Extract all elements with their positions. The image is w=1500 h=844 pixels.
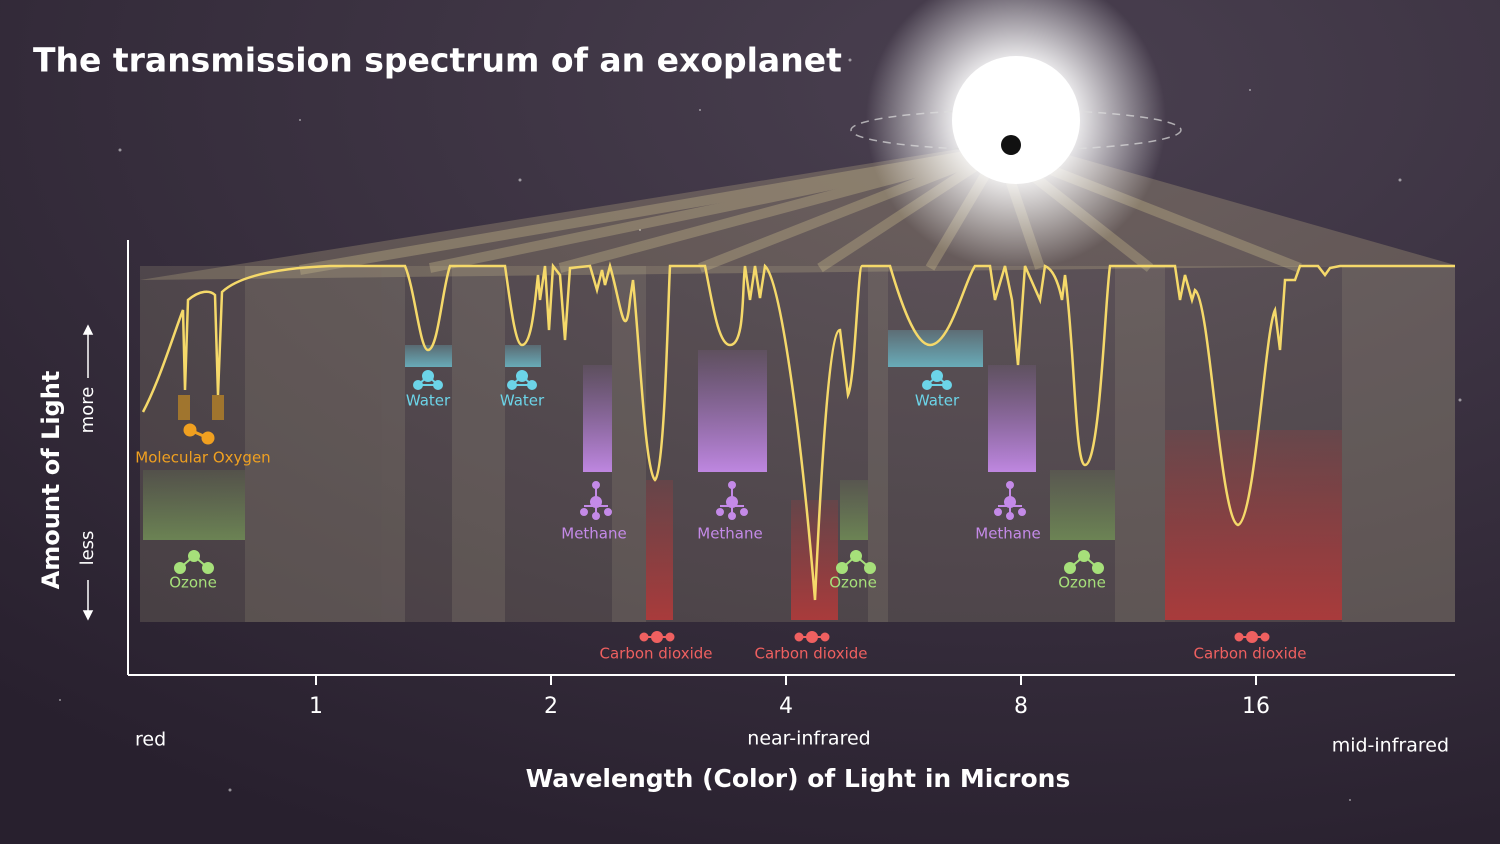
molecule-label: Ozone — [169, 574, 217, 592]
molecule-label: Methane — [975, 525, 1041, 543]
region-label: mid-infrared — [1332, 735, 1449, 757]
molecule-label: Ozone — [829, 574, 877, 592]
y-arrows — [82, 324, 94, 621]
y-axis-more: more — [77, 387, 98, 434]
spectrum-curve — [141, 261, 1455, 601]
x-tick-label: 4 — [779, 694, 793, 719]
molecule-label: Carbon dioxide — [754, 645, 867, 663]
molecule-label: Water — [915, 392, 960, 410]
molecule-icons — [174, 370, 1270, 643]
x-tick-label: 8 — [1014, 694, 1028, 719]
molecule-label: Water — [500, 392, 545, 410]
x-tick-label: 16 — [1242, 694, 1270, 719]
planet — [1001, 135, 1021, 155]
molecule-label: Water — [406, 392, 451, 410]
x-axis-label: Wavelength (Color) of Light in Microns — [526, 764, 1071, 793]
y-axis-label: Amount of Light — [37, 371, 65, 590]
stars — [59, 58, 1462, 801]
molecule-label: Molecular Oxygen — [135, 449, 270, 467]
x-tick-label: 1 — [309, 694, 323, 719]
star — [952, 56, 1080, 184]
title: The transmission spectrum of an exoplane… — [33, 41, 842, 80]
molecule-label: Carbon dioxide — [599, 645, 712, 663]
region-label: red — [135, 729, 166, 751]
y-axis-less: less — [77, 531, 98, 566]
molecule-label: Methane — [561, 525, 627, 543]
region-label: near-infrared — [747, 728, 870, 750]
molecule-label: Carbon dioxide — [1193, 645, 1306, 663]
x-ticks: 1 2 4 8 16 — [309, 675, 1270, 719]
molecule-label: Methane — [697, 525, 763, 543]
panel-stripes — [245, 266, 1455, 622]
molecule-label: Ozone — [1058, 574, 1106, 592]
x-tick-label: 2 — [544, 694, 558, 719]
